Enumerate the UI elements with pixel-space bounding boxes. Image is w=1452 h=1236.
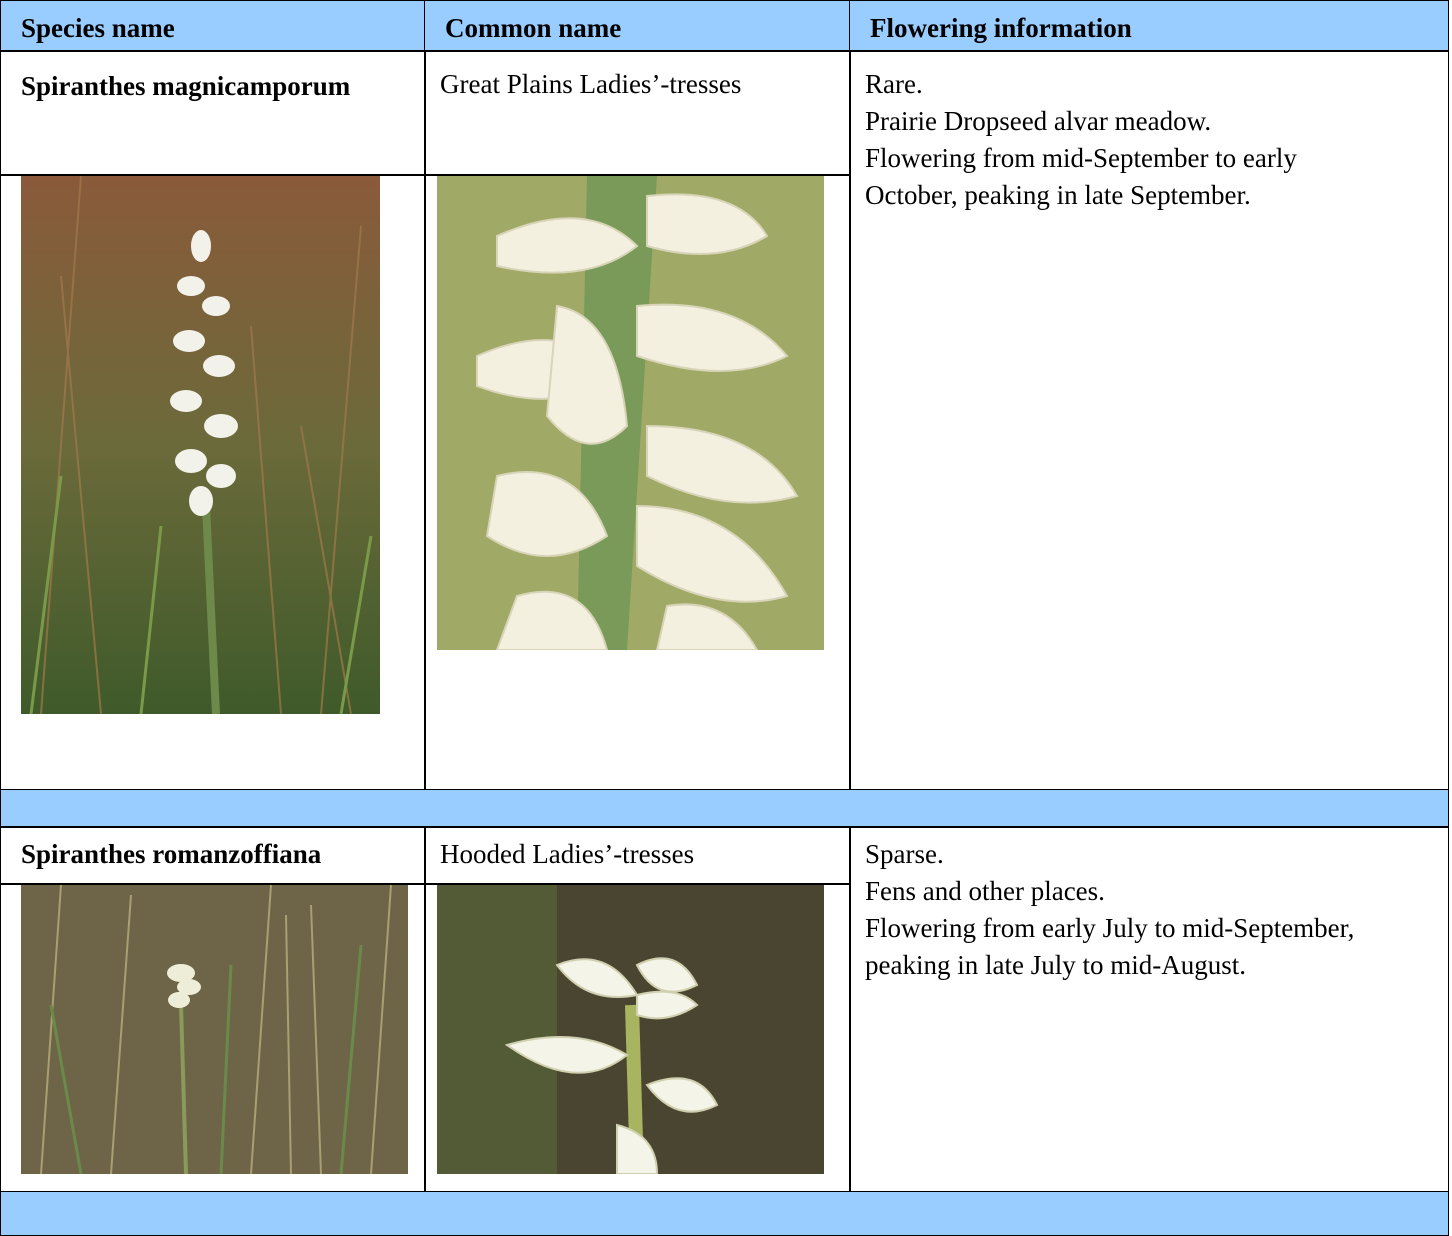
flowering-line: Prairie Dropseed alvar meadow. xyxy=(865,106,1212,136)
photo xyxy=(21,885,408,1174)
common-name: Great Plains Ladies’-tresses xyxy=(440,69,742,99)
photo xyxy=(21,176,380,714)
species-name: Spiranthes romanzoffiana xyxy=(21,839,322,869)
flowering-line: Rare. xyxy=(865,69,923,99)
flowering-line: Sparse. xyxy=(865,839,944,869)
header-cell: Species name xyxy=(0,0,426,52)
header-text: Species name xyxy=(21,13,175,43)
header-text: Flowering information xyxy=(870,13,1132,43)
flowering-info: Rare. Prairie Dropseed alvar meadow. Flo… xyxy=(865,66,1385,214)
separator-row xyxy=(0,789,1449,828)
flowering-line: Fens and other places. xyxy=(865,876,1105,906)
photo xyxy=(437,176,824,650)
divider xyxy=(0,174,850,176)
flowering-line: Flowering from early July to mid-Septemb… xyxy=(865,913,1355,980)
species-name: Spiranthes magnicamporum xyxy=(21,71,351,101)
divider xyxy=(0,883,850,885)
flowering-info: Sparse. Fens and other places. Flowering… xyxy=(865,836,1385,984)
common-name: Hooded Ladies’-tresses xyxy=(440,839,695,869)
header-cell: Common name xyxy=(424,0,851,52)
header-cell: Flowering information xyxy=(849,0,1449,52)
header-text: Common name xyxy=(445,13,622,43)
separator-row xyxy=(0,1191,1449,1236)
photo xyxy=(437,885,824,1174)
flowering-line: Flowering from mid-September to early Oc… xyxy=(865,143,1297,210)
